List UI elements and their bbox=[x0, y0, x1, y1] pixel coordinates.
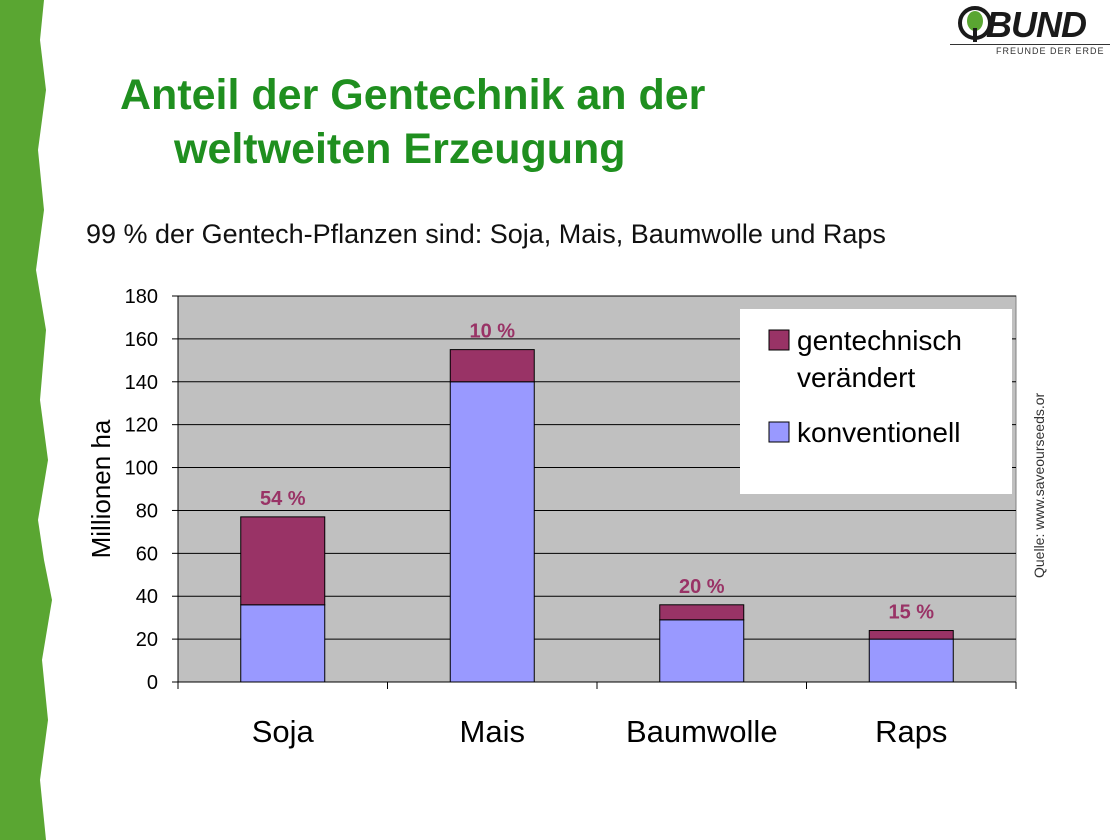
y-tick-label: 60 bbox=[136, 543, 158, 565]
title-line-1: Anteil der Gentechnik an der bbox=[120, 71, 706, 119]
logo-tagline: FREUNDE DER ERDE bbox=[996, 46, 1105, 56]
bar-baumwolle-konventionell bbox=[659, 619, 745, 683]
y-tick-label: 180 bbox=[125, 286, 158, 308]
bar-raps-gentechnisch bbox=[868, 630, 954, 640]
y-tick-label: 140 bbox=[125, 372, 158, 394]
bar-percent-label: 54 % bbox=[260, 488, 306, 510]
bar-percent-label: 20 % bbox=[679, 576, 725, 598]
y-tick-label: 120 bbox=[125, 415, 158, 437]
source-note: Quelle: www.saveourseeds.or bbox=[1031, 392, 1047, 578]
y-tick-label: 0 bbox=[147, 672, 158, 694]
bar-soja-konventionell bbox=[240, 604, 326, 683]
y-axis-title: Millionen ha bbox=[86, 419, 116, 558]
logo-name: BUND bbox=[986, 4, 1087, 45]
bar-percent-label: 10 % bbox=[469, 321, 515, 343]
legend-label-gm-2: verändert bbox=[797, 362, 916, 393]
subtitle: 99 % der Gentech-Pflanzen sind: Soja, Ma… bbox=[86, 219, 886, 249]
green-stripe bbox=[0, 0, 52, 840]
bund-logo-icon bbox=[958, 6, 992, 42]
y-tick-label: 100 bbox=[125, 458, 158, 480]
x-tick-label: Soja bbox=[252, 714, 315, 749]
legend-label-gm-1: gentechnisch bbox=[797, 325, 962, 356]
legend-swatch-conv bbox=[768, 421, 790, 443]
bar-mais-konventionell bbox=[449, 381, 535, 683]
y-tick-label: 20 bbox=[136, 629, 158, 651]
title-line-2: weltweiten Erzeugung bbox=[174, 125, 626, 173]
page-title: Anteil der Gentechnik an der weltweiten … bbox=[120, 68, 840, 176]
x-tick-label: Mais bbox=[460, 714, 525, 749]
bar-soja-gentechnisch bbox=[240, 516, 326, 606]
bar-raps-konventionell bbox=[868, 638, 954, 683]
bar-mais-gentechnisch bbox=[449, 349, 535, 383]
x-tick-label: Raps bbox=[875, 714, 947, 749]
bar-percent-label: 15 % bbox=[888, 602, 934, 624]
y-tick-label: 160 bbox=[125, 329, 158, 351]
y-tick-label: 80 bbox=[136, 500, 158, 522]
logo-divider bbox=[950, 44, 1110, 45]
x-tick-label: Baumwolle bbox=[626, 714, 778, 749]
legend: gentechnisch verändert konventionell bbox=[740, 309, 1012, 494]
bund-logo: BUND FREUNDE DER ERDE bbox=[948, 2, 1112, 62]
bar-baumwolle-gentechnisch bbox=[659, 604, 745, 621]
legend-label-conv: konventionell bbox=[797, 417, 960, 448]
legend-swatch-gm bbox=[768, 329, 790, 351]
y-tick-label: 40 bbox=[136, 586, 158, 608]
